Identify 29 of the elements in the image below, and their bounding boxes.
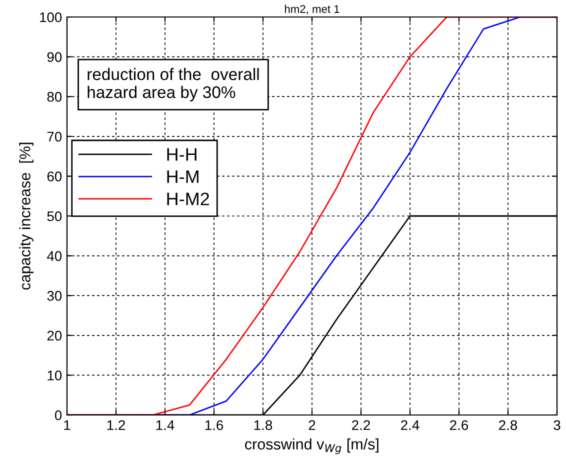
x-tick-label: 2.4 [401,420,420,430]
x-axis-title: crosswind v$_{Wg}$ [m/s] [245,438,378,454]
x-tick-label: 2.2 [352,420,370,430]
y-tick-label: 40 [47,251,62,261]
y-axis-title: capacity increase [%] [19,142,34,290]
y-tick-label: 20 [47,330,62,341]
y-tick-label: 10 [48,370,62,380]
y-tick-label: 60 [47,172,62,182]
x-tick-label: 2.8 [499,420,518,430]
x-tick-label: 1.8 [254,420,272,430]
x-tick-label: 1.2 [107,420,125,430]
y-tick-label: 30 [47,290,62,301]
legend-label: H-H [167,148,196,161]
x-tick-label: 1.6 [205,420,224,430]
x-tick-label: 2.6 [450,420,468,430]
legend-label: H-M [167,170,198,183]
x-tick-label: 1.4 [156,420,174,430]
chart-title: hm2, met 1 [284,4,340,14]
annotation: reduction of the overall hazard area by 30% [88,68,259,102]
x-tick-label: 3 [554,420,560,430]
y-tick-label: 70 [47,132,62,142]
legend-label: H-M2 [167,192,210,206]
y-tick-label: 100 [40,12,62,22]
x-tick-label: 2 [308,420,316,430]
x-tick-label: 1 [64,420,70,430]
y-tick-label: 80 [47,92,62,102]
y-tick-label: 90 [47,52,62,62]
y-tick-label: 50 [47,211,62,222]
y-tick-label: 0 [54,410,62,420]
